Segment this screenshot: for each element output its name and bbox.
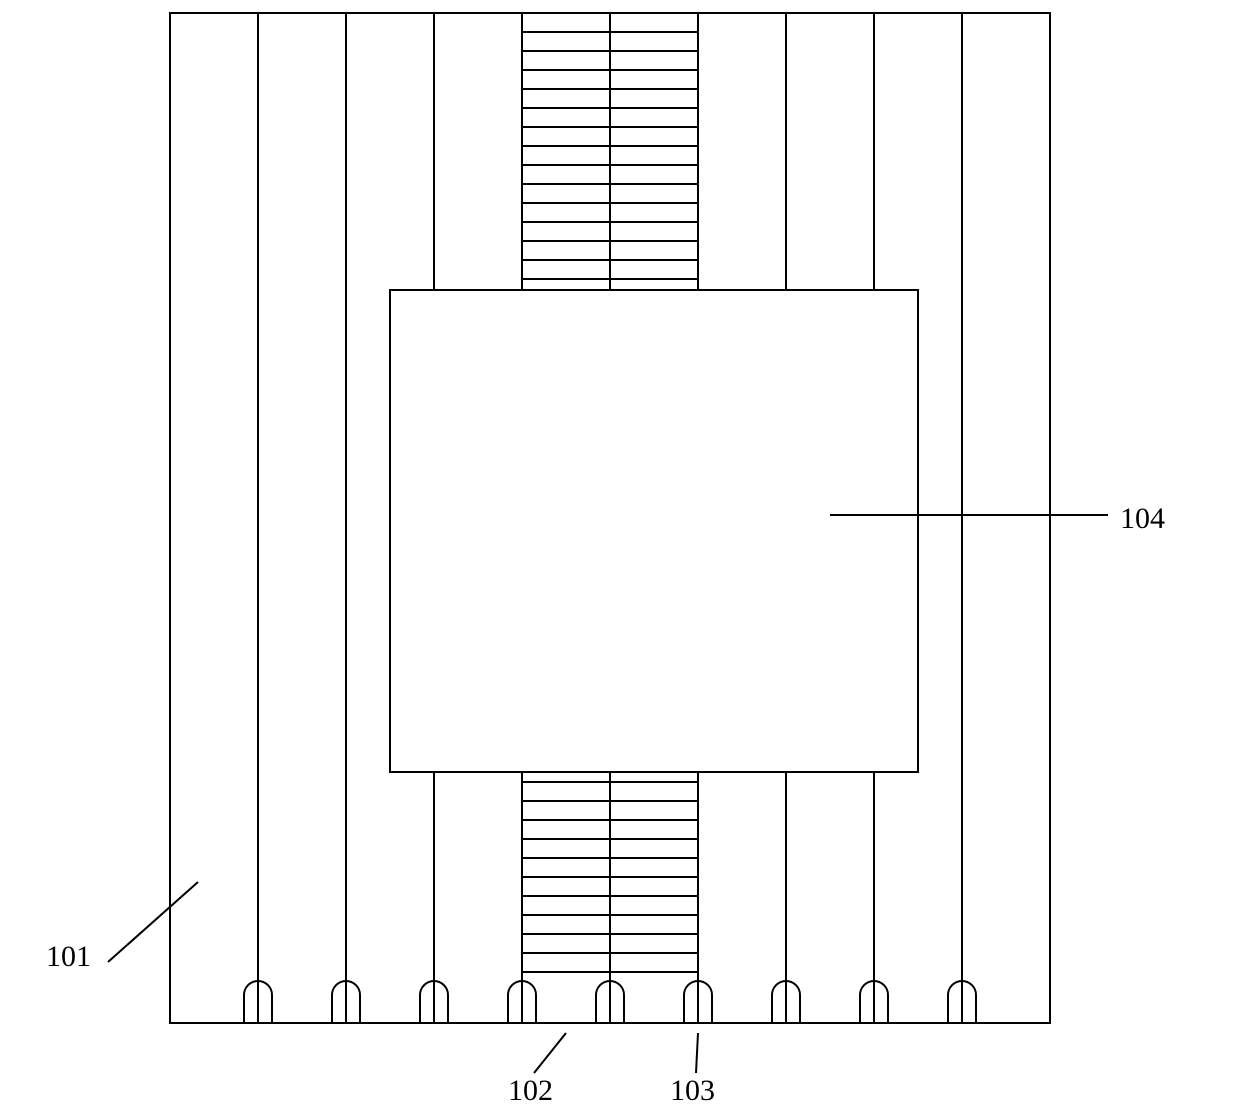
inner-box [390, 290, 918, 772]
callout-label-104: 104 [1120, 502, 1165, 536]
callout-leader-103 [696, 1033, 698, 1073]
callout-leader-101 [108, 882, 198, 962]
callout-label-103: 103 [670, 1074, 715, 1108]
callout-leader-102 [534, 1033, 566, 1073]
diagram-canvas: 101 102 103 104 [0, 0, 1239, 1118]
callout-label-101: 101 [46, 940, 91, 974]
diagram-svg [0, 0, 1239, 1118]
callout-label-102: 102 [508, 1074, 553, 1108]
